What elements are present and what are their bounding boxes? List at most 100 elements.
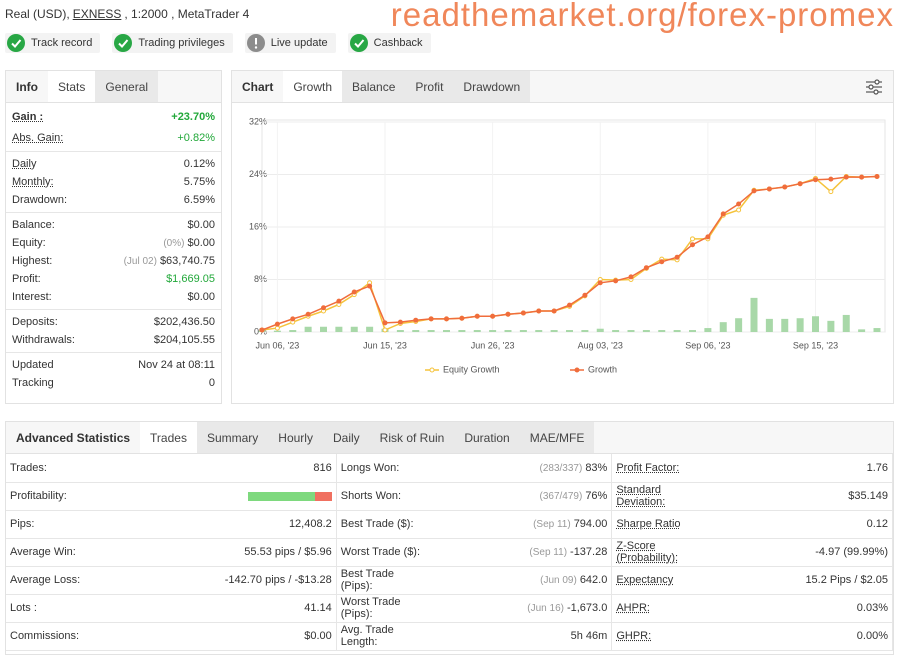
stat-row: Abs. Gain: +0.82% [12, 127, 215, 148]
stat-value: $0.00 [187, 219, 215, 231]
tab[interactable]: Drawdown [453, 71, 531, 102]
stats-label: Average Loss: [6, 566, 102, 595]
tab[interactable]: Trades [140, 422, 197, 453]
stat-value-wrap: +0.82% [177, 132, 215, 144]
point [382, 320, 388, 326]
broker-link[interactable]: EXNESS [72, 7, 122, 21]
bar [812, 316, 819, 332]
stat-value-wrap: 0 [209, 377, 215, 389]
point [351, 289, 357, 295]
tab[interactable]: Advanced Statistics [6, 422, 141, 453]
bar [704, 328, 712, 332]
bar [673, 330, 681, 332]
stats-value-cell: -142.70 pips / -$13.28 [102, 566, 337, 595]
y-tick-label: 16% [249, 221, 267, 231]
stat-group: Daily 0.12% Monthly: 5.75% Drawdown: 6.59% [6, 152, 221, 213]
tab-bar: Advanced Statistics Trades Summary Hourly Da… [6, 422, 893, 454]
stats-value: 15.2 Pips / $2.05 [805, 574, 888, 586]
stat-value: Nov 24 at 08:11 [138, 359, 215, 371]
stats-value: -137.28 [570, 546, 608, 558]
stat-value-wrap: 0.12% [184, 158, 215, 170]
y-tick-label: 32% [249, 116, 267, 126]
stat-value-wrap: $0.00 [187, 291, 215, 303]
stat-group: Balance: $0.00 Equity: (0%) $0.00 Highest: (Ju… [6, 213, 221, 310]
legend-marker [574, 367, 580, 373]
bar [873, 328, 881, 332]
stat-value: +0.82% [177, 131, 215, 144]
point [459, 315, 465, 321]
stats-value: 794.00 [573, 518, 608, 530]
stats-label: Worst Trade ($): [336, 538, 433, 567]
point [474, 313, 480, 319]
stat-value-wrap: 6.59% [184, 194, 215, 206]
point [720, 211, 726, 217]
stats-label: Lots : [6, 594, 102, 623]
stat-label: Abs. Gain: [12, 131, 64, 144]
tab[interactable]: Daily [322, 422, 370, 453]
bar [719, 322, 727, 332]
badge-icon [7, 34, 25, 52]
legend-label: Growth [588, 364, 617, 374]
bar [612, 330, 620, 332]
point [613, 278, 619, 284]
stats-value-cell: (Jun 16) -1,673.0 [432, 594, 613, 623]
x-tick-label: Aug 03, '23 [578, 340, 623, 350]
stats-row: Trades: 816 Longs Won: (283/337) 83% Profit F… [6, 454, 893, 483]
point [367, 283, 373, 289]
stat-value-wrap: 5.75% [184, 176, 215, 188]
stats-row: Average Loss: -142.70 pips / -$13.28 Best … [6, 566, 893, 595]
tab[interactable]: Summary [196, 422, 269, 453]
tab[interactable]: Risk of Ruin [369, 422, 455, 453]
stats-label: AHPR: [611, 594, 708, 623]
badges: Track record Trading privileges Live updat… [5, 33, 431, 53]
tab[interactable]: Hourly [268, 422, 323, 453]
stat-value-wrap: Nov 24 at 08:11 [138, 359, 215, 371]
stats-value: 76% [585, 490, 608, 502]
stat-value: $204,105.55 [153, 334, 215, 346]
stat-row: Profit: $1,669.05 [12, 270, 215, 288]
tab[interactable]: Chart [232, 71, 284, 102]
tab[interactable]: MAE/MFE [519, 422, 595, 453]
stats-value: $0.00 [304, 630, 332, 642]
stats-label: Average Win: [6, 538, 102, 567]
tab[interactable]: Profit [405, 71, 454, 102]
stat-value: $0.00 [187, 291, 215, 303]
stats-value-cell: (Jun 09) 642.0 [432, 566, 613, 595]
tab[interactable]: Info [6, 71, 48, 102]
stats-label: GHPR: [611, 622, 708, 651]
tab[interactable]: Stats [48, 71, 96, 102]
tab[interactable]: Balance [342, 71, 406, 102]
stats-label: Best Trade ($): [336, 510, 433, 539]
plot-frame [261, 119, 886, 333]
point [828, 176, 834, 182]
info-body: Gain : +23.70% Abs. Gain: +0.82% Daily 0.12% M… [6, 103, 221, 395]
bar [566, 330, 573, 332]
stats-note: (Sep 11) [529, 547, 568, 558]
bar [320, 326, 327, 332]
bar [535, 330, 543, 332]
point [874, 173, 880, 179]
stats-value: 0.12 [866, 518, 888, 530]
point [582, 292, 588, 298]
tab[interactable]: Duration [454, 422, 520, 453]
stat-label: Updated [12, 359, 54, 371]
tab-bar: Info Stats General [6, 71, 221, 103]
stat-row: Drawdown: 6.59% [12, 191, 215, 209]
stats-label: Sharpe Ratio [611, 510, 708, 539]
tab[interactable]: Growth [283, 71, 343, 102]
stat-label: Highest: [12, 255, 53, 267]
bar [273, 330, 281, 332]
stat-group: Deposits: $202,436.50 Withdrawals: $204,105… [6, 310, 221, 353]
stat-value: $202,436.50 [153, 316, 215, 328]
point [505, 311, 511, 317]
stat-label: Balance: [12, 219, 55, 231]
settings-icon[interactable] [865, 79, 883, 95]
tab[interactable]: General [95, 71, 159, 102]
point [567, 302, 572, 308]
point [751, 188, 757, 194]
stats-value: $35.149 [848, 490, 888, 502]
point [290, 316, 296, 322]
stats-note: (367/479) [539, 491, 583, 502]
stats-note: (283/337) [539, 462, 583, 474]
